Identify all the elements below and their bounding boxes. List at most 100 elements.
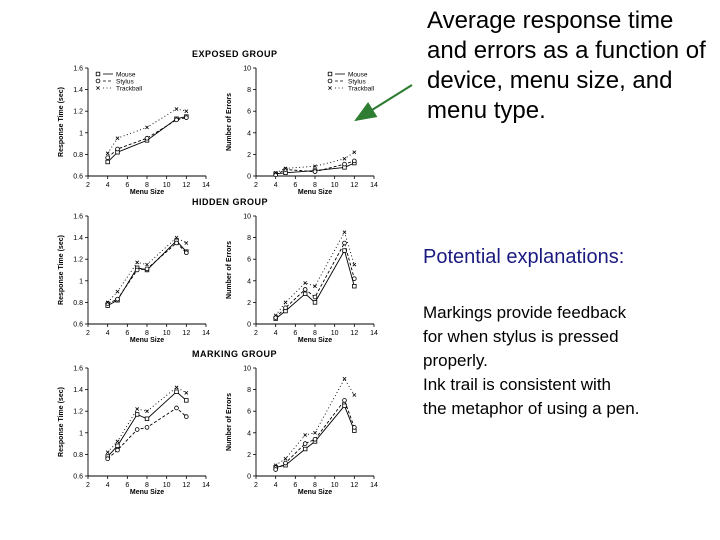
data-point-trackball: [115, 136, 120, 141]
explanations-heading: Potential explanations:: [423, 246, 625, 268]
y-tick-label: 4: [247, 278, 251, 285]
x-axis-label: Menu Size: [130, 489, 164, 496]
explanation-line: the metaphor of using a pen.: [423, 399, 640, 418]
x-tick-label: 6: [125, 482, 129, 489]
series-line-trackball: [107, 386, 187, 453]
x-tick-label: 10: [331, 330, 339, 337]
data-point-stylus: [283, 167, 288, 172]
x-tick-label: 4: [274, 482, 278, 489]
data-point-trackball: [105, 300, 110, 305]
data-point-mouse: [184, 398, 189, 403]
x-tick-label: 8: [145, 182, 149, 189]
legend-label: Mouse: [116, 72, 136, 79]
series-line-mouse: [275, 404, 355, 468]
series-line-stylus: [107, 242, 187, 304]
data-point-stylus: [302, 441, 308, 446]
y-tick-label: 1.6: [73, 66, 83, 73]
x-tick-label: 12: [182, 182, 190, 189]
y-tick-label: 1.6: [73, 214, 83, 221]
data-point-trackball: [145, 262, 149, 267]
group-title-hidden: HIDDEN GROUP: [192, 197, 269, 207]
y-tick-label: 1.2: [73, 409, 83, 416]
data-point-trackball: [135, 260, 140, 265]
data-point-trackball: [184, 390, 189, 395]
y-tick-label: 1.4: [73, 387, 83, 394]
data-point-stylus: [352, 425, 357, 430]
data-point-stylus: [283, 460, 288, 466]
explanation-line: properly.: [423, 351, 488, 370]
data-point-stylus: [184, 250, 189, 256]
data-point-trackball: [283, 166, 288, 171]
data-point-trackball: [135, 407, 140, 411]
x-tick-label: 2: [86, 330, 90, 337]
x-tick-label: 14: [202, 482, 210, 489]
x-tick-label: 14: [202, 182, 210, 189]
x-tick-label: 12: [350, 482, 358, 489]
data-point-trackball: [283, 300, 288, 305]
data-point-stylus: [144, 135, 150, 141]
y-tick-label: 0.6: [73, 474, 83, 481]
x-tick-label: 4: [106, 330, 110, 337]
x-axis-label: Menu Size: [130, 189, 164, 196]
data-point-stylus: [105, 155, 110, 160]
y-tick-label: 1: [79, 430, 83, 437]
data-point-stylus: [312, 436, 318, 442]
data-point-stylus: [115, 296, 120, 302]
data-point-mouse: [105, 159, 110, 165]
data-point-trackball: [115, 439, 120, 444]
data-point-stylus: [115, 146, 120, 152]
data-point-stylus: [327, 78, 333, 84]
data-point-trackball: [313, 430, 317, 435]
y-tick-label: 0.8: [73, 452, 83, 459]
legend-label: Trackball: [116, 86, 143, 93]
series-line-stylus: [107, 117, 187, 158]
y-tick-label: 0.6: [73, 322, 83, 329]
data-point-trackball: [283, 456, 288, 461]
data-point-mouse: [144, 416, 150, 421]
x-tick-label: 2: [254, 182, 258, 189]
x-tick-label: 10: [331, 482, 339, 489]
data-point-stylus: [134, 267, 140, 273]
pointer-arrow: [354, 84, 413, 122]
data-point-stylus: [352, 158, 357, 164]
data-point-trackball: [303, 281, 308, 285]
data-point-stylus: [174, 240, 179, 246]
explanation-line: Ink trail is consistent with: [423, 375, 612, 394]
x-tick-label: 2: [254, 482, 258, 489]
x-tick-label: 14: [370, 482, 378, 489]
x-tick-label: 6: [293, 182, 297, 189]
data-point-stylus: [174, 405, 179, 411]
y-tick-label: 4: [247, 130, 251, 137]
y-tick-label: 1.4: [73, 235, 83, 242]
x-tick-label: 2: [254, 330, 258, 337]
data-point-mouse: [312, 300, 318, 305]
series-line-trackball: [275, 231, 355, 316]
data-point-stylus: [283, 305, 288, 311]
x-tick-label: 12: [182, 482, 190, 489]
explanation-line: for when stylus is pressed: [423, 327, 619, 346]
y-tick-label: 2: [247, 452, 251, 459]
data-point-stylus: [144, 266, 150, 272]
y-tick-label: 8: [247, 87, 251, 94]
data-point-trackball: [273, 170, 278, 175]
x-tick-label: 8: [313, 182, 317, 189]
x-tick-label: 6: [125, 182, 129, 189]
data-point-stylus: [115, 447, 120, 453]
x-tick-label: 4: [274, 330, 278, 337]
data-point-stylus: [174, 117, 179, 123]
data-point-mouse: [134, 412, 140, 417]
data-point-trackball: [313, 164, 317, 169]
legend-label: Stylus: [116, 79, 134, 86]
x-tick-label: 14: [202, 330, 210, 337]
y-axis-label: Response Time (sec): [58, 235, 65, 305]
data-point-trackball: [145, 409, 149, 414]
x-tick-label: 6: [125, 330, 129, 337]
y-tick-label: 2: [247, 152, 251, 159]
x-tick-label: 6: [293, 330, 297, 337]
data-point-mouse: [95, 71, 101, 77]
x-tick-label: 14: [370, 330, 378, 337]
y-tick-label: 0: [247, 322, 251, 329]
x-tick-label: 8: [145, 330, 149, 337]
